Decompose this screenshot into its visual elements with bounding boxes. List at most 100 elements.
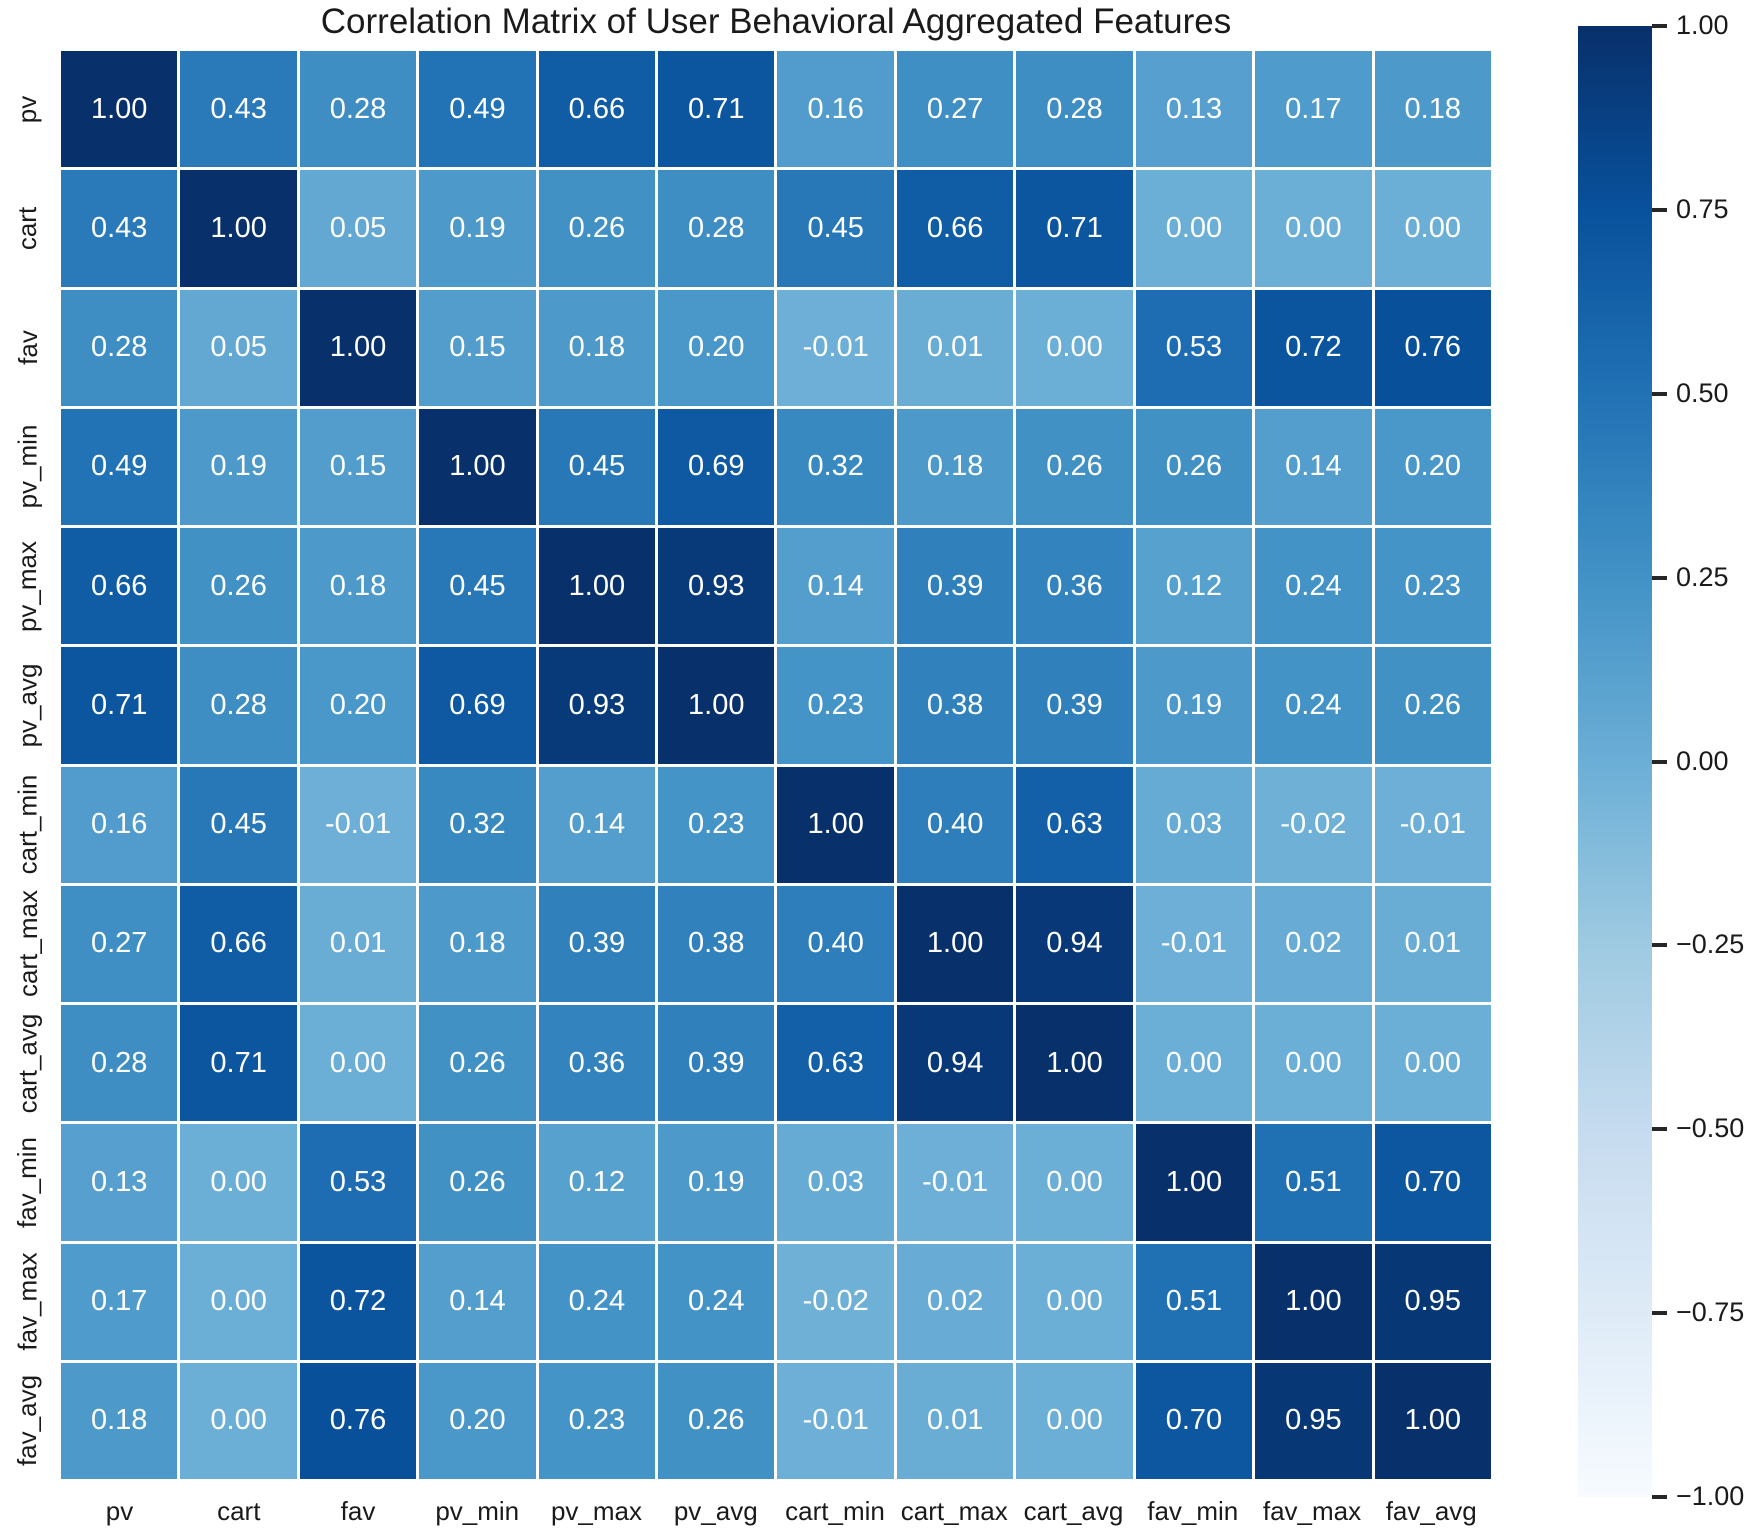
heatmap-cell: 0.45 xyxy=(538,408,656,525)
heatmap-cell: 0.17 xyxy=(61,1243,178,1360)
heatmap-cell: 1.00 xyxy=(299,289,417,406)
heatmap-cell: -0.01 xyxy=(777,1362,894,1479)
heatmap-cell: 0.38 xyxy=(658,885,775,1002)
y-tick-label: cart xyxy=(12,206,43,250)
heatmap-cell: 0.45 xyxy=(419,528,536,645)
heatmap-cell: 0.69 xyxy=(419,647,536,764)
heatmap-cell: 0.00 xyxy=(180,1362,297,1479)
heatmap-cell: 0.02 xyxy=(896,1243,1014,1360)
y-tick-label: fav xyxy=(12,330,43,365)
heatmap-cell: -0.01 xyxy=(896,1124,1014,1241)
x-tick-label: pv_max xyxy=(550,1496,643,1526)
heatmap-cell: 0.01 xyxy=(1374,885,1491,1002)
heatmap-cell: 0.71 xyxy=(658,51,775,168)
heatmap-cell: 0.00 xyxy=(1255,1005,1372,1122)
heatmap-cell: 0.43 xyxy=(61,170,178,287)
x-tick-label: pv_min xyxy=(435,1496,520,1526)
heatmap-cell: 0.05 xyxy=(299,170,417,287)
heatmap-cell: 0.26 xyxy=(1135,408,1253,525)
heatmap-cell: 0.28 xyxy=(658,170,775,287)
heatmap-cell: 0.18 xyxy=(61,1362,178,1479)
heatmap-cell: 0.18 xyxy=(299,528,417,645)
colorbar-tick-label: −0.25 xyxy=(1676,929,1745,960)
heatmap-cell: 0.02 xyxy=(1255,885,1372,1002)
heatmap-cell: 0.32 xyxy=(419,766,536,883)
heatmap-cell: 1.00 xyxy=(1135,1124,1253,1241)
heatmap-cell: 0.23 xyxy=(777,647,894,764)
heatmap-cell: 0.45 xyxy=(777,170,894,287)
heatmap-cell: 0.19 xyxy=(180,408,297,525)
heatmap-cell: 1.00 xyxy=(538,528,656,645)
heatmap-cell: 0.00 xyxy=(1016,1362,1133,1479)
y-tick-label: fav_min xyxy=(12,1136,43,1228)
heatmap-cell: 0.18 xyxy=(538,289,656,406)
heatmap-cell: 0.26 xyxy=(1374,647,1491,764)
heatmap-cell: -0.01 xyxy=(1135,885,1253,1002)
heatmap-cell: 0.95 xyxy=(1374,1243,1491,1360)
heatmap-cell: 0.12 xyxy=(538,1124,656,1241)
heatmap-cell: 0.05 xyxy=(180,289,297,406)
heatmap-cell: 0.93 xyxy=(538,647,656,764)
y-tick-label: fav_max xyxy=(12,1252,43,1351)
heatmap-cell: -0.02 xyxy=(777,1243,894,1360)
heatmap-cell: 0.00 xyxy=(180,1124,297,1241)
x-tick-label: cart_avg xyxy=(1023,1496,1124,1526)
colorbar-tick-mark xyxy=(1652,1495,1667,1499)
heatmap-cell: 0.14 xyxy=(419,1243,536,1360)
heatmap-cell: 0.26 xyxy=(419,1124,536,1241)
x-tick-label: pv_avg xyxy=(673,1496,758,1526)
heatmap-cell: 0.26 xyxy=(180,528,297,645)
heatmap-cell: 0.63 xyxy=(777,1005,894,1122)
heatmap-cell: -0.01 xyxy=(1374,766,1491,883)
heatmap-cell: 0.19 xyxy=(1135,647,1253,764)
colorbar-tick-mark xyxy=(1652,207,1667,212)
heatmap-cell: 0.27 xyxy=(896,51,1014,168)
colorbar-tick-label: −0.75 xyxy=(1676,1297,1745,1328)
x-tick-label: fav xyxy=(340,1496,376,1526)
heatmap-cell: 0.36 xyxy=(538,1005,656,1122)
heatmap-cell: 0.00 xyxy=(1016,289,1133,406)
heatmap-cell: 0.01 xyxy=(896,1362,1014,1479)
y-tick-label: fav_avg xyxy=(12,1375,43,1467)
heatmap-cell: 0.49 xyxy=(419,51,536,168)
heatmap-cell: 0.18 xyxy=(896,408,1014,525)
heatmap-cell: 0.26 xyxy=(538,170,656,287)
colorbar-tick-mark xyxy=(1652,575,1667,580)
colorbar-tick-label: 0.25 xyxy=(1676,561,1729,592)
heatmap-cell: 0.24 xyxy=(538,1243,656,1360)
heatmap-cell: 0.39 xyxy=(1016,647,1133,764)
x-tick-label: fav_avg xyxy=(1385,1496,1477,1526)
heatmap-cell: 0.00 xyxy=(1135,1005,1253,1122)
colorbar-tick-mark xyxy=(1652,943,1667,948)
heatmap-cell: 0.00 xyxy=(1016,1243,1133,1360)
heatmap-cell: 0.14 xyxy=(1255,408,1372,525)
heatmap-cell: 0.14 xyxy=(777,528,894,645)
heatmap-cell: 0.70 xyxy=(1374,1124,1491,1241)
heatmap-cell: 0.26 xyxy=(1016,408,1133,525)
heatmap-cell: 0.16 xyxy=(777,51,894,168)
chart-title: Correlation Matrix of User Behavioral Ag… xyxy=(320,2,1232,41)
heatmap-cell: 1.00 xyxy=(777,766,894,883)
colorbar-tick-label: 0.50 xyxy=(1676,377,1729,408)
heatmap-cell: 0.43 xyxy=(180,51,297,168)
heatmap-cell: 0.23 xyxy=(1374,528,1491,645)
heatmap-cell: 0.39 xyxy=(658,1005,775,1122)
heatmap-cell: 0.03 xyxy=(1135,766,1253,883)
heatmap-cell: 0.38 xyxy=(896,647,1014,764)
heatmap-cell: 0.28 xyxy=(299,51,417,168)
heatmap-cell: 1.00 xyxy=(658,647,775,764)
heatmap-cell: 0.40 xyxy=(777,885,894,1002)
heatmap-cell: 0.17 xyxy=(1255,51,1372,168)
heatmap-cell: 0.51 xyxy=(1255,1124,1372,1241)
y-tick-label: pv_max xyxy=(12,540,43,632)
heatmap-cell: 0.20 xyxy=(658,289,775,406)
x-tick-label: pv xyxy=(105,1496,134,1526)
y-tick-label: pv_avg xyxy=(12,663,43,748)
heatmap-cell: 0.03 xyxy=(777,1124,894,1241)
heatmap-cell: 0.76 xyxy=(299,1362,417,1479)
heatmap-cell: 0.53 xyxy=(1135,289,1253,406)
heatmap-cell: 1.00 xyxy=(61,51,178,168)
heatmap-cell: 0.00 xyxy=(1374,170,1491,287)
x-tick-label: cart_min xyxy=(785,1496,885,1526)
